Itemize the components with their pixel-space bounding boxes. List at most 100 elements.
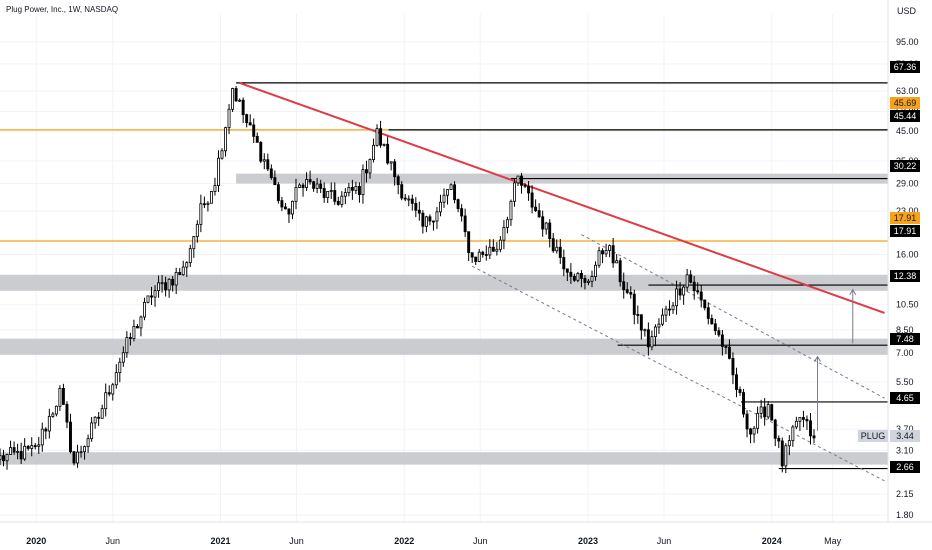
candle-body — [217, 157, 220, 186]
y-tick-label: 3.10 — [896, 445, 914, 455]
candle-body — [791, 426, 795, 442]
candle-body — [357, 185, 361, 195]
candle-body — [114, 372, 118, 386]
candle-body — [262, 159, 266, 162]
y-tick-label: 29.00 — [896, 178, 919, 188]
candle-body — [720, 334, 724, 347]
candle-body — [513, 182, 516, 202]
candle-body — [386, 143, 390, 164]
candle-body — [227, 108, 231, 129]
candle-body — [403, 197, 407, 200]
candle-body — [417, 209, 421, 214]
candle-body — [396, 176, 400, 186]
candle-body — [424, 216, 428, 227]
candle-body — [689, 274, 693, 283]
candle-body — [710, 318, 714, 325]
level-layer — [0, 82, 888, 470]
candle-body — [798, 417, 802, 422]
candle-body — [33, 445, 37, 448]
candle-body — [537, 210, 541, 218]
candle-body — [5, 454, 9, 462]
candle-body — [558, 246, 562, 258]
candle-body — [636, 314, 640, 316]
candle-body — [400, 184, 404, 199]
candle-body — [23, 445, 27, 460]
candle-body — [393, 161, 397, 178]
candle-body — [389, 161, 393, 164]
candle-body — [58, 388, 62, 407]
x-tick-label: 2024 — [762, 536, 782, 546]
candle-body — [291, 200, 294, 215]
price-tag — [890, 97, 920, 109]
candle-body — [639, 314, 643, 331]
candle-body — [576, 273, 580, 281]
candle-body — [139, 316, 143, 329]
candle-body — [565, 268, 569, 273]
candle-body — [178, 272, 182, 276]
candle-body — [224, 127, 227, 152]
candle-body — [269, 168, 273, 178]
candle-body — [544, 222, 548, 230]
candle-body — [333, 190, 337, 202]
candle-body — [287, 208, 291, 215]
candle-body — [315, 183, 319, 189]
candle-body — [449, 184, 453, 190]
candle-body — [347, 187, 351, 193]
candle-body — [245, 114, 249, 124]
y-tick-label: 95.00 — [896, 37, 919, 47]
candle-body — [69, 421, 72, 453]
candle-body — [435, 211, 439, 222]
candle-body — [308, 179, 312, 183]
candle-body — [160, 282, 164, 285]
y-tick-label: 3.70 — [896, 424, 914, 434]
candle-body — [40, 428, 44, 446]
zone-layer — [0, 173, 889, 465]
support-resistance-zone — [0, 452, 888, 465]
candle-body — [787, 440, 791, 447]
candle-body — [439, 201, 442, 213]
candle-body — [9, 447, 13, 455]
candle-body — [780, 440, 784, 467]
candle-body — [794, 420, 798, 428]
candle-body — [407, 198, 411, 201]
candle-body — [135, 326, 139, 329]
candle-body — [812, 435, 816, 439]
candle-body — [749, 428, 753, 435]
last-price-tag — [890, 430, 920, 442]
candle-body — [766, 404, 770, 418]
price-tag — [890, 61, 920, 73]
candle-body — [671, 305, 675, 311]
candle-body — [164, 282, 168, 291]
candle-body — [241, 99, 245, 116]
x-tick-label: 2022 — [394, 536, 414, 546]
price-tag — [890, 333, 920, 345]
candle-body — [784, 445, 788, 467]
candle-body — [809, 420, 812, 437]
candle-body — [773, 419, 777, 439]
candle-body — [601, 250, 605, 255]
candle-body — [185, 262, 189, 268]
y-tick-label: 23.00 — [896, 206, 919, 216]
candle-body — [706, 307, 710, 319]
candle-body — [83, 446, 87, 453]
target-arrow-head — [814, 355, 821, 362]
candle-body — [608, 245, 612, 251]
y-tick-label: 45.00 — [896, 126, 919, 136]
candle-body — [629, 292, 633, 295]
candle-body — [696, 290, 700, 293]
candle-body — [622, 281, 626, 291]
candle-body — [273, 177, 277, 186]
candle-body — [372, 144, 375, 160]
candle-body — [76, 451, 79, 464]
candle-body — [132, 326, 136, 339]
candle-body — [738, 389, 742, 393]
candle-body — [731, 357, 735, 376]
candle-body — [431, 220, 435, 223]
target-arrow-head — [849, 288, 857, 296]
candle-body — [474, 256, 478, 262]
candle-body — [699, 291, 703, 301]
candle-body — [650, 336, 654, 348]
candle-body — [597, 250, 601, 266]
candle-body — [481, 251, 485, 255]
